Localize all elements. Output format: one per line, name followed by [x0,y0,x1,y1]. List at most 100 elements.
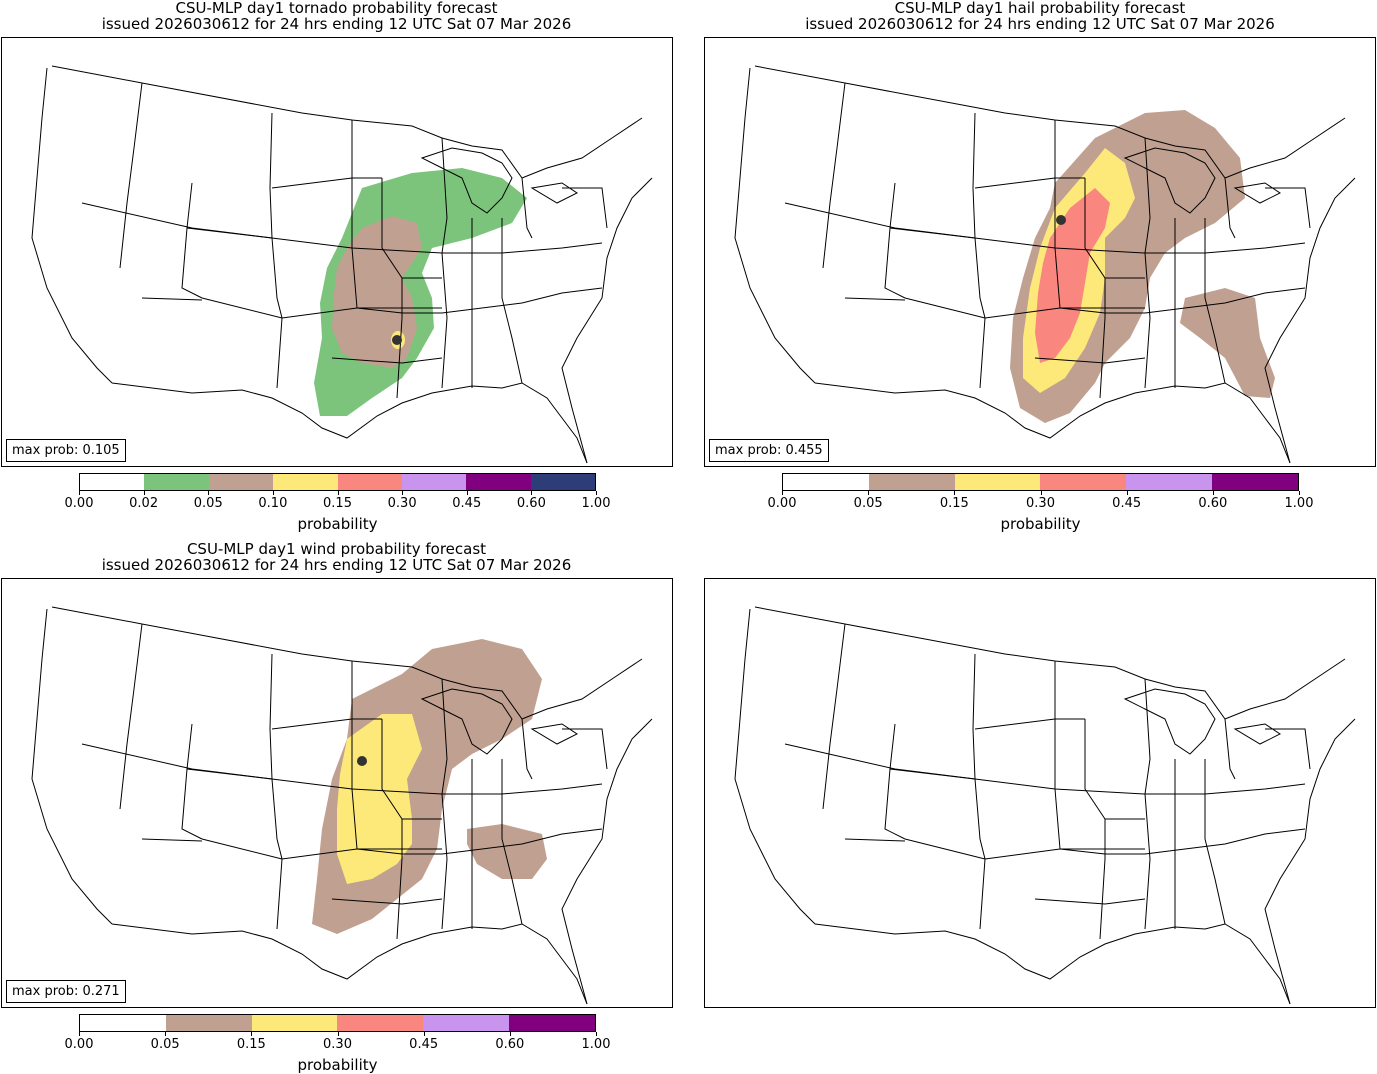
tornado-colorbar-tickmark [466,491,468,495]
wind-colorbar-tick-label: 0.60 [495,1037,525,1052]
hail-colorbar-tick-label: 0.60 [1198,496,1228,511]
tornado-colorbar-tick-label: 0.10 [258,496,288,511]
tornado-colorbar-label: probability [297,515,378,533]
wind-colorbar-tickmark [509,1032,511,1036]
tornado-max-prob: max prob: 0.105 [6,439,126,462]
hail-colorbar-tickmark [868,491,870,495]
hail-colorbar-tickmark [1040,491,1042,495]
hail-colorbar-tick-label: 0.45 [1112,496,1142,511]
tornado-colorbar-segment [80,474,145,490]
blank-map-svg [734,606,1356,1005]
wind-colorbar-tickmark [337,1032,339,1036]
wind-map-svg [31,606,653,1005]
wind-title-line2: issued 2026030612 for 24 hrs ending 12 U… [101,556,572,574]
hail-max-marker [1056,215,1066,225]
hail-colorbar-tick-label: 0.30 [1026,496,1055,511]
hail-colorbar-tickmark [954,491,956,495]
wind-area-0.15 [337,714,422,884]
wind-colorbar-tick-label: 0.05 [150,1037,180,1052]
hail-colorbar-segment [1126,474,1213,490]
wind-colorbar-tickmark [596,1032,597,1036]
tornado-colorbar-segment [401,474,467,490]
tornado-colorbar-tick-label: 0.05 [193,496,223,511]
hail-colorbar-segment [1040,474,1127,490]
tornado-colorbar-tickmark [143,491,145,495]
wind-colorbar-tickmark [79,1032,80,1036]
hail-area-0.30 [1035,188,1110,363]
tornado-title-line2: issued 2026030612 for 24 hrs ending 12 U… [101,15,572,33]
hail-title-line1: CSU-MLP day1 hail probability forecast [894,0,1186,17]
tornado-colorbar-tick-label: 0.60 [516,496,546,511]
wind-colorbar-tick-label: 0.15 [236,1037,266,1052]
tornado-colorbar-tick-label: 0.15 [323,496,352,511]
hail-colorbar-tick-label: 0.05 [853,496,883,511]
tornado-area-0.05 [332,216,422,368]
tornado-colorbar-segment [530,474,595,490]
tornado-title: CSU-MLP day1 tornado probability forecas… [0,0,673,32]
wind-colorbar-tick-label: 0.00 [64,1037,94,1052]
wind-title: CSU-MLP day1 wind probability forecast i… [0,541,673,573]
wind-colorbar-bar [79,1014,596,1032]
hail-colorbar-tickmark [1299,491,1300,495]
hail-title-line2: issued 2026030612 for 24 hrs ending 12 U… [805,15,1275,33]
tornado-colorbar-tick-label: 0.30 [387,496,417,511]
tornado-colorbar-tickmark [531,491,533,495]
tornado-colorbar-tick-label: 0.45 [452,496,482,511]
hail-colorbar-tick-label: 1.00 [1284,496,1314,511]
wind-colorbar-segment [423,1015,510,1031]
tornado-colorbar-tickmark [337,491,339,495]
hail-colorbar-tickmark [1212,491,1214,495]
wind-colorbar-segment [165,1015,252,1031]
tornado-map: max prob: 0.105 [1,37,673,467]
tornado-colorbar-segment [337,474,402,490]
wind-max-marker [357,756,367,766]
hail-colorbar-segment [954,474,1041,490]
tornado-colorbar-segment [144,474,209,490]
tornado-colorbar-tickmark [79,491,80,495]
tornado-colorbar-segment [273,474,338,490]
wind-colorbar-tick-label: 0.30 [323,1037,352,1052]
tornado-colorbar-tickmark [402,491,404,495]
blank-map [704,578,1376,1008]
wind-colorbar-tickmark [423,1032,425,1036]
wind-colorbar-label: probability [297,1056,378,1074]
hail-map-svg [734,65,1356,464]
wind-colorbar-tickmark [165,1032,167,1036]
tornado-colorbar-tickmark [596,491,597,495]
wind-colorbar-segment [251,1015,338,1031]
wind-max-prob: max prob: 0.271 [6,980,126,1003]
wind-colorbar-segment [80,1015,166,1031]
tornado-colorbar-bar [79,473,596,491]
wind-colorbar-tick-label: 0.45 [409,1037,439,1052]
tornado-colorbar-tickmark [208,491,210,495]
hail-colorbar-segment [1212,474,1298,490]
tornado-colorbar-segment [466,474,531,490]
tornado-title-line1: CSU-MLP day1 tornado probability forecas… [175,0,498,17]
hail-colorbar-tickmark [782,491,783,495]
wind-colorbar-segment [337,1015,424,1031]
wind-colorbar-tickmark [251,1032,253,1036]
hail-area-0.05-se [1180,288,1275,398]
wind-map: max prob: 0.271 [1,578,673,1008]
tornado-colorbar-tick-label: 0.00 [64,496,94,511]
hail-max-prob: max prob: 0.455 [709,439,829,462]
wind-colorbar-segment [509,1015,595,1031]
hail-map: max prob: 0.455 [704,37,1376,467]
tornado-colorbar-segment [208,474,274,490]
hail-colorbar-segment [783,474,869,490]
tornado-colorbar-tick-label: 0.02 [129,496,159,511]
wind-title-line1: CSU-MLP day1 wind probability forecast [186,540,487,558]
tornado-max-marker [392,335,402,345]
hail-colorbar-label: probability [1000,515,1081,533]
tornado-colorbar-tickmark [272,491,274,495]
hail-colorbar-tick-label: 0.00 [767,496,797,511]
wind-area-0.05-se [467,824,547,879]
hail-colorbar-segment [868,474,955,490]
hail-colorbar-bar [782,473,1299,491]
hail-title: CSU-MLP day1 hail probability forecast i… [703,0,1377,32]
hail-colorbar-tickmark [1126,491,1128,495]
tornado-map-svg [31,65,653,464]
wind-colorbar-tick-label: 1.00 [581,1037,611,1052]
tornado-colorbar-tick-label: 1.00 [581,496,611,511]
hail-colorbar-tick-label: 0.15 [939,496,969,511]
